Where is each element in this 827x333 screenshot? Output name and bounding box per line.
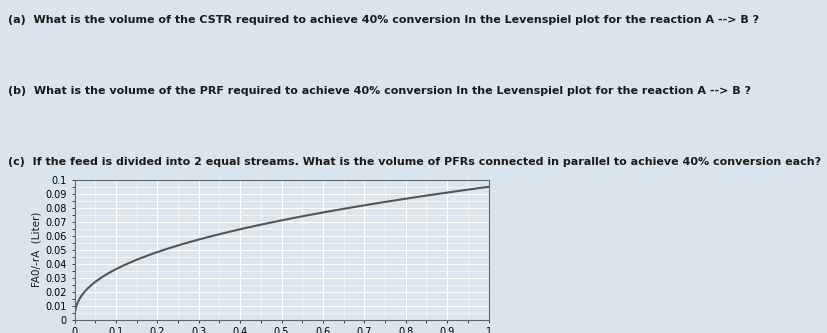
Text: (c)  If the feed is divided into 2 equal streams. What is the volume of PFRs con: (c) If the feed is divided into 2 equal … [8, 157, 820, 167]
Y-axis label: FA0/-rA  (Liter): FA0/-rA (Liter) [31, 212, 41, 287]
Text: (a)  What is the volume of the CSTR required to achieve 40% conversion In the Le: (a) What is the volume of the CSTR requi… [8, 16, 758, 26]
Text: (b)  What is the volume of the PRF required to achieve 40% conversion In the Lev: (b) What is the volume of the PRF requir… [8, 86, 750, 96]
